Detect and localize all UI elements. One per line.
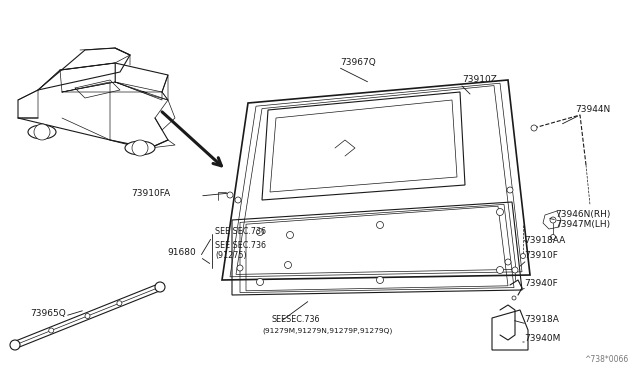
Circle shape <box>237 265 243 271</box>
Circle shape <box>520 253 525 259</box>
Circle shape <box>497 208 504 215</box>
Circle shape <box>155 282 165 292</box>
Circle shape <box>257 228 264 235</box>
Circle shape <box>85 314 90 318</box>
Circle shape <box>550 217 556 223</box>
Text: 73918A: 73918A <box>524 315 559 324</box>
Text: 73944N: 73944N <box>575 105 611 114</box>
Circle shape <box>505 259 511 265</box>
Circle shape <box>227 192 233 198</box>
Circle shape <box>507 187 513 193</box>
Circle shape <box>34 124 50 140</box>
Text: 73910F: 73910F <box>524 251 558 260</box>
Text: 73940M: 73940M <box>524 334 561 343</box>
Circle shape <box>49 328 54 333</box>
Circle shape <box>531 125 537 131</box>
Circle shape <box>376 276 383 283</box>
Text: (91275): (91275) <box>215 251 246 260</box>
Circle shape <box>512 267 518 273</box>
Circle shape <box>287 231 294 238</box>
Circle shape <box>132 140 148 156</box>
Text: 73910FA: 73910FA <box>131 189 170 198</box>
Circle shape <box>235 197 241 203</box>
Circle shape <box>512 296 516 300</box>
Circle shape <box>497 266 504 273</box>
Text: SEE SEC.736: SEE SEC.736 <box>215 241 266 250</box>
Text: 73918AA: 73918AA <box>524 236 565 245</box>
Ellipse shape <box>28 125 56 139</box>
Text: 73965Q: 73965Q <box>30 309 66 318</box>
Circle shape <box>550 234 556 240</box>
Circle shape <box>10 340 20 350</box>
Text: 73947M(LH): 73947M(LH) <box>555 220 610 229</box>
Text: 73940F: 73940F <box>524 279 557 288</box>
Text: SEE SEC.736: SEE SEC.736 <box>215 227 266 236</box>
Text: (91279M,91279N,91279P,91279Q): (91279M,91279N,91279P,91279Q) <box>262 327 392 334</box>
Text: 73967Q: 73967Q <box>340 58 376 67</box>
Circle shape <box>257 279 264 285</box>
Circle shape <box>376 221 383 228</box>
Text: 73910Z: 73910Z <box>462 75 497 84</box>
Text: 91680: 91680 <box>167 248 196 257</box>
Ellipse shape <box>125 141 155 155</box>
Text: SEESEC.736: SEESEC.736 <box>272 315 321 324</box>
Circle shape <box>117 301 122 306</box>
Text: ^738*0066: ^738*0066 <box>584 355 628 364</box>
Text: 73946N(RH): 73946N(RH) <box>555 210 611 219</box>
Circle shape <box>285 262 291 269</box>
